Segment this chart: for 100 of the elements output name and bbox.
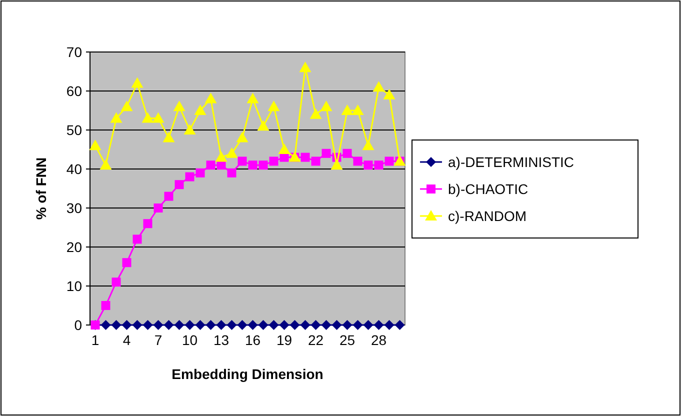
point: [257, 120, 270, 131]
point: [374, 160, 384, 170]
x-tick-label: 19: [276, 332, 292, 348]
y-tick-label: 60: [66, 82, 82, 99]
point: [258, 320, 268, 330]
point: [322, 148, 331, 158]
point: [101, 301, 110, 310]
point: [194, 104, 206, 115]
point: [374, 320, 384, 330]
point: [120, 100, 133, 112]
x-tick-label: 16: [244, 332, 261, 348]
point: [100, 159, 112, 170]
point: [100, 320, 111, 330]
point: [268, 100, 280, 112]
point: [131, 77, 144, 88]
y-axis-title: % of FNN: [33, 157, 49, 220]
point: [236, 132, 248, 142]
point: [279, 320, 290, 330]
point: [310, 320, 321, 330]
point: [195, 320, 206, 330]
point: [362, 140, 374, 150]
point: [332, 320, 342, 330]
point: [311, 156, 320, 166]
point: [248, 320, 258, 330]
point: [258, 160, 268, 170]
legend-label: b)-CHAOTIC: [448, 180, 528, 197]
point: [153, 320, 164, 330]
point: [152, 112, 164, 123]
point: [341, 104, 354, 115]
point: [142, 112, 154, 123]
point: [384, 156, 394, 166]
point: [310, 108, 322, 119]
point: [174, 320, 184, 330]
point: [174, 180, 184, 190]
x-tick-label: 7: [154, 332, 162, 348]
y-tick-label: 40: [66, 160, 82, 177]
point: [122, 258, 132, 268]
point: [300, 320, 310, 330]
point: [132, 320, 142, 330]
y-tick-label: 50: [66, 122, 82, 138]
point: [352, 104, 364, 115]
point: [246, 92, 259, 104]
point: [248, 160, 258, 170]
point: [278, 144, 290, 154]
y-tick-label: 70: [66, 44, 82, 60]
point: [269, 156, 278, 166]
point: [237, 320, 248, 330]
point: [215, 151, 228, 162]
point: [173, 100, 186, 112]
point: [204, 92, 217, 104]
point: [321, 320, 332, 330]
point: [342, 148, 352, 158]
x-tick-label: 1: [91, 332, 100, 348]
point: [206, 320, 216, 330]
point: [89, 140, 102, 150]
x-tick-label: 13: [213, 332, 230, 348]
point: [142, 320, 153, 330]
point: [185, 172, 194, 182]
point: [299, 62, 312, 72]
point: [206, 160, 216, 170]
point: [227, 168, 236, 178]
point: [132, 234, 142, 244]
point: [226, 320, 237, 330]
point: [300, 152, 310, 162]
point: [353, 156, 362, 166]
y-tick-label: 0: [74, 316, 82, 333]
legend-label: a)-DETERMINISTIC: [448, 154, 574, 170]
point: [122, 320, 132, 330]
point: [164, 320, 174, 330]
point: [226, 147, 238, 158]
point: [111, 320, 122, 330]
point: [112, 278, 121, 287]
point: [143, 219, 152, 228]
point: [184, 320, 195, 330]
point: [320, 100, 332, 112]
point: [268, 320, 279, 330]
point: [372, 81, 385, 92]
point: [290, 320, 300, 330]
point: [330, 159, 343, 170]
point: [384, 320, 394, 330]
x-tick-label: 25: [339, 332, 356, 348]
point: [154, 204, 163, 212]
point: [184, 124, 196, 134]
point: [394, 320, 405, 330]
x-tick-label: 4: [122, 332, 131, 348]
y-tick-label: 20: [66, 238, 82, 255]
point: [238, 156, 247, 166]
point: [363, 320, 374, 330]
x-tick-label: 22: [308, 332, 324, 348]
point: [364, 160, 373, 170]
x-tick-label: 10: [182, 332, 198, 348]
point: [110, 112, 122, 123]
point: [162, 132, 175, 142]
y-tick-label: 10: [66, 278, 82, 294]
point: [383, 88, 396, 100]
legend-label: c)-RANDOM: [448, 208, 527, 224]
x-axis-title: Embedding Dimension: [172, 366, 324, 382]
point: [196, 168, 205, 178]
point: [216, 320, 226, 330]
point: [352, 320, 363, 330]
